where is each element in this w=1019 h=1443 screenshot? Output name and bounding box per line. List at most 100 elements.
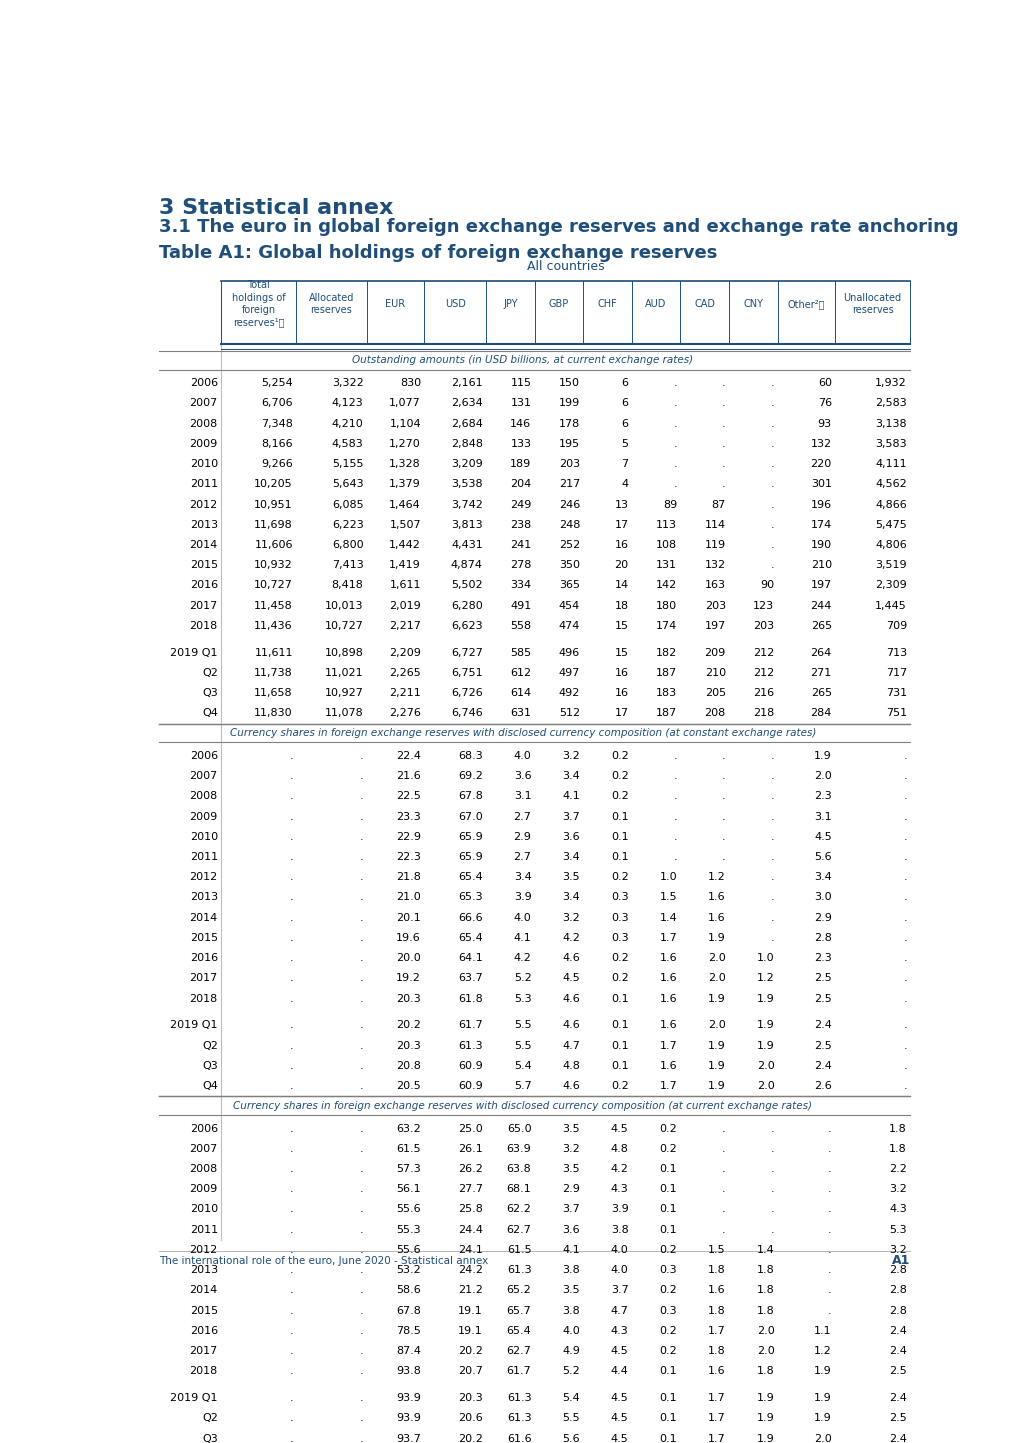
Text: 25.8: 25.8 bbox=[458, 1205, 482, 1215]
Text: 2.5: 2.5 bbox=[813, 974, 832, 983]
Text: 11,021: 11,021 bbox=[325, 668, 363, 678]
Text: 365: 365 bbox=[558, 580, 580, 590]
Text: .: . bbox=[827, 1306, 832, 1316]
Text: 3,138: 3,138 bbox=[874, 418, 906, 429]
Text: 0.2: 0.2 bbox=[659, 1286, 677, 1296]
Text: 1.6: 1.6 bbox=[707, 892, 726, 902]
Text: .: . bbox=[770, 1165, 773, 1175]
Text: .: . bbox=[903, 750, 906, 760]
Text: .: . bbox=[770, 1185, 773, 1195]
Text: 182: 182 bbox=[655, 648, 677, 658]
Text: 6,706: 6,706 bbox=[261, 398, 292, 408]
Text: 65.4: 65.4 bbox=[458, 872, 482, 882]
Text: .: . bbox=[360, 1020, 363, 1030]
Text: 11,830: 11,830 bbox=[254, 709, 292, 719]
Text: 65.7: 65.7 bbox=[506, 1306, 531, 1316]
Text: 4,866: 4,866 bbox=[874, 499, 906, 509]
Text: 4.4: 4.4 bbox=[610, 1367, 628, 1377]
Text: .: . bbox=[721, 851, 726, 861]
Text: .: . bbox=[360, 1367, 363, 1377]
Text: 11,078: 11,078 bbox=[324, 709, 363, 719]
Text: 271: 271 bbox=[810, 668, 832, 678]
Text: Q4: Q4 bbox=[202, 709, 218, 719]
Text: 1,507: 1,507 bbox=[389, 519, 421, 530]
Text: .: . bbox=[289, 1326, 292, 1336]
Text: 0.3: 0.3 bbox=[659, 1266, 677, 1276]
Text: 4,210: 4,210 bbox=[331, 418, 363, 429]
Text: 1.0: 1.0 bbox=[756, 954, 773, 962]
Text: 4.2: 4.2 bbox=[610, 1165, 628, 1175]
Text: AUD: AUD bbox=[645, 299, 666, 309]
Text: 3.1: 3.1 bbox=[813, 811, 832, 821]
Text: 0.1: 0.1 bbox=[610, 1040, 628, 1051]
Text: 197: 197 bbox=[704, 620, 726, 631]
Text: 2019 Q1: 2019 Q1 bbox=[170, 648, 218, 658]
Text: 2.3: 2.3 bbox=[813, 791, 832, 801]
Text: 3.7: 3.7 bbox=[561, 811, 580, 821]
Text: Q3: Q3 bbox=[202, 1061, 218, 1071]
Text: 178: 178 bbox=[558, 418, 580, 429]
Text: 60: 60 bbox=[817, 378, 832, 388]
Text: 6,726: 6,726 bbox=[450, 688, 482, 698]
Text: 62.7: 62.7 bbox=[506, 1346, 531, 1356]
Text: .: . bbox=[673, 750, 677, 760]
Text: .: . bbox=[289, 1367, 292, 1377]
Text: 7: 7 bbox=[621, 459, 628, 469]
Text: .: . bbox=[360, 1286, 363, 1296]
Text: 334: 334 bbox=[510, 580, 531, 590]
Text: 3.5: 3.5 bbox=[561, 1165, 580, 1175]
Text: 0.1: 0.1 bbox=[610, 1020, 628, 1030]
Text: .: . bbox=[721, 459, 726, 469]
Text: Currency shares in foreign exchange reserves with disclosed currency composition: Currency shares in foreign exchange rese… bbox=[229, 729, 815, 737]
Text: 2014: 2014 bbox=[190, 913, 218, 922]
Text: 713: 713 bbox=[884, 648, 906, 658]
Text: 17: 17 bbox=[613, 709, 628, 719]
Text: 265: 265 bbox=[810, 620, 832, 631]
Text: .: . bbox=[673, 771, 677, 781]
Text: 27.7: 27.7 bbox=[458, 1185, 482, 1195]
Text: 252: 252 bbox=[558, 540, 580, 550]
Text: 2008: 2008 bbox=[190, 1165, 218, 1175]
Text: 2007: 2007 bbox=[190, 771, 218, 781]
Text: 497: 497 bbox=[558, 668, 580, 678]
Text: .: . bbox=[289, 913, 292, 922]
Text: 830: 830 bbox=[399, 378, 421, 388]
Text: 2,019: 2,019 bbox=[389, 600, 421, 610]
Text: .: . bbox=[289, 954, 292, 962]
Text: 131: 131 bbox=[655, 560, 677, 570]
Text: 0.1: 0.1 bbox=[659, 1392, 677, 1403]
Text: 2,634: 2,634 bbox=[450, 398, 482, 408]
Text: .: . bbox=[289, 1225, 292, 1235]
Text: 20.1: 20.1 bbox=[395, 913, 421, 922]
Text: 119: 119 bbox=[704, 540, 726, 550]
Text: 0.1: 0.1 bbox=[610, 994, 628, 1003]
Text: 2016: 2016 bbox=[190, 1326, 218, 1336]
Text: 4,111: 4,111 bbox=[874, 459, 906, 469]
Text: 19.2: 19.2 bbox=[395, 974, 421, 983]
Text: .: . bbox=[289, 1020, 292, 1030]
Text: .: . bbox=[770, 1144, 773, 1154]
Text: 2018: 2018 bbox=[190, 994, 218, 1003]
Text: 0.1: 0.1 bbox=[659, 1205, 677, 1215]
Text: 3.4: 3.4 bbox=[561, 851, 580, 861]
Text: 1.0: 1.0 bbox=[659, 872, 677, 882]
Text: 146: 146 bbox=[510, 418, 531, 429]
Text: 3.6: 3.6 bbox=[561, 1225, 580, 1235]
Text: 22.9: 22.9 bbox=[395, 831, 421, 841]
Text: 1.7: 1.7 bbox=[707, 1392, 726, 1403]
Text: .: . bbox=[289, 1124, 292, 1134]
Text: 3.5: 3.5 bbox=[561, 1124, 580, 1134]
Text: 6: 6 bbox=[621, 418, 628, 429]
Text: 512: 512 bbox=[558, 709, 580, 719]
Text: EUR: EUR bbox=[385, 299, 406, 309]
Text: .: . bbox=[770, 499, 773, 509]
Text: 1.8: 1.8 bbox=[707, 1266, 726, 1276]
Text: .: . bbox=[903, 1081, 906, 1091]
Text: 2.9: 2.9 bbox=[514, 831, 531, 841]
Text: 2013: 2013 bbox=[190, 1266, 218, 1276]
Text: 5,643: 5,643 bbox=[331, 479, 363, 489]
Text: 187: 187 bbox=[655, 668, 677, 678]
Text: .: . bbox=[903, 1061, 906, 1071]
Text: 3.2: 3.2 bbox=[889, 1185, 906, 1195]
Text: 2,265: 2,265 bbox=[389, 668, 421, 678]
